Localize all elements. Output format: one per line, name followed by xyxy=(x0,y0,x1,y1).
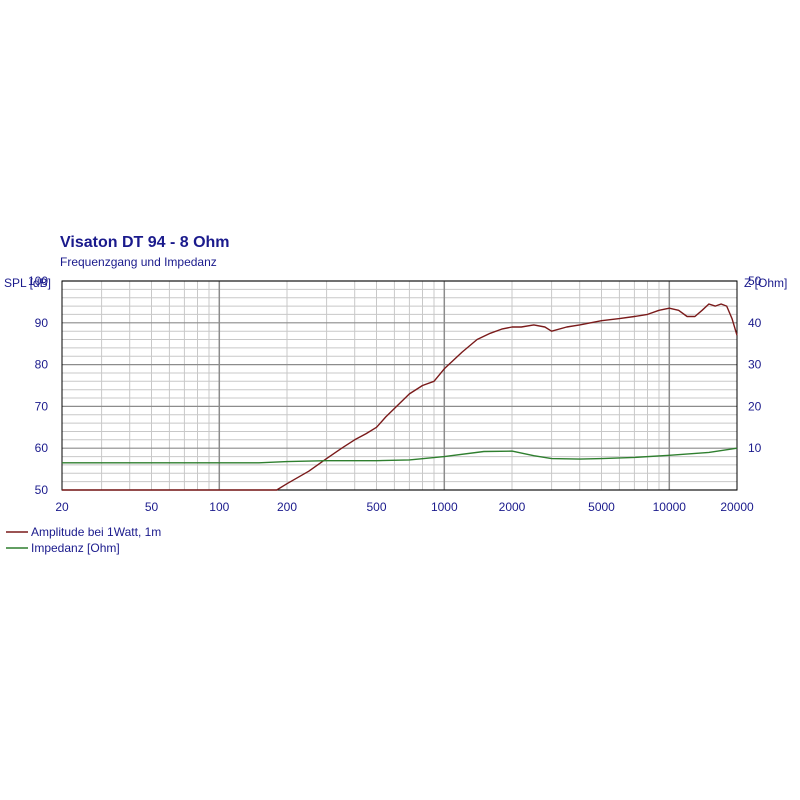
x-tick-label: 1000 xyxy=(431,500,458,514)
y-tick-label-left: 90 xyxy=(35,316,49,330)
y-tick-labels-left: 50 60 70 80 90 100 xyxy=(28,274,48,497)
chart-background xyxy=(0,226,800,575)
x-tick-label: 20000 xyxy=(720,500,754,514)
chart-subtitle: Frequenzgang und Impedanz xyxy=(60,255,217,269)
y-axis-left-label: SPL [dB] xyxy=(4,276,51,290)
series-line-impedance xyxy=(62,447,738,464)
y-tick-label-right: 50 xyxy=(748,274,762,288)
legend-label-amplitude: Amplitude bei 1Watt, 1m xyxy=(31,525,161,539)
y-tick-labels-right: 10 20 30 40 50 xyxy=(748,274,762,455)
series-line-amplitude xyxy=(62,303,738,491)
y-tick-label-left: 60 xyxy=(35,441,49,455)
y-tick-label-right: 10 xyxy=(748,441,762,455)
y-tick-label-right: 30 xyxy=(748,358,762,372)
x-tick-label: 500 xyxy=(366,500,386,514)
series-layer xyxy=(62,303,738,491)
x-tick-label: 200 xyxy=(277,500,297,514)
x-tick-label: 50 xyxy=(145,500,159,514)
chart-title: Visaton DT 94 - 8 Ohm xyxy=(60,234,230,251)
plot-frame xyxy=(61,280,738,491)
x-tick-label: 2000 xyxy=(499,500,526,514)
y-tick-label-left: 50 xyxy=(35,483,49,497)
y-tick-label-left: 80 xyxy=(35,358,49,372)
x-tick-labels: 20 50 100 200 500 1000 2000 5000 10000 20000 xyxy=(55,500,754,514)
y-tick-label-right: 40 xyxy=(748,316,762,330)
legend-label-impedance: Impedanz [Ohm] xyxy=(31,541,120,555)
legend: Amplitude bei 1Watt, 1m Impedanz [Ohm] xyxy=(6,525,161,555)
x-tick-label: 10000 xyxy=(653,500,687,514)
x-tick-label: 100 xyxy=(209,500,229,514)
x-tick-label: 5000 xyxy=(588,500,615,514)
grid-minor xyxy=(61,281,738,490)
y-tick-label-left: 70 xyxy=(35,399,49,413)
y-tick-label-left: 100 xyxy=(28,274,48,288)
x-tick-label: 20 xyxy=(55,500,69,514)
y-axis-right-label: Z [Ohm] xyxy=(744,276,787,290)
y-tick-label-right: 20 xyxy=(748,399,762,413)
